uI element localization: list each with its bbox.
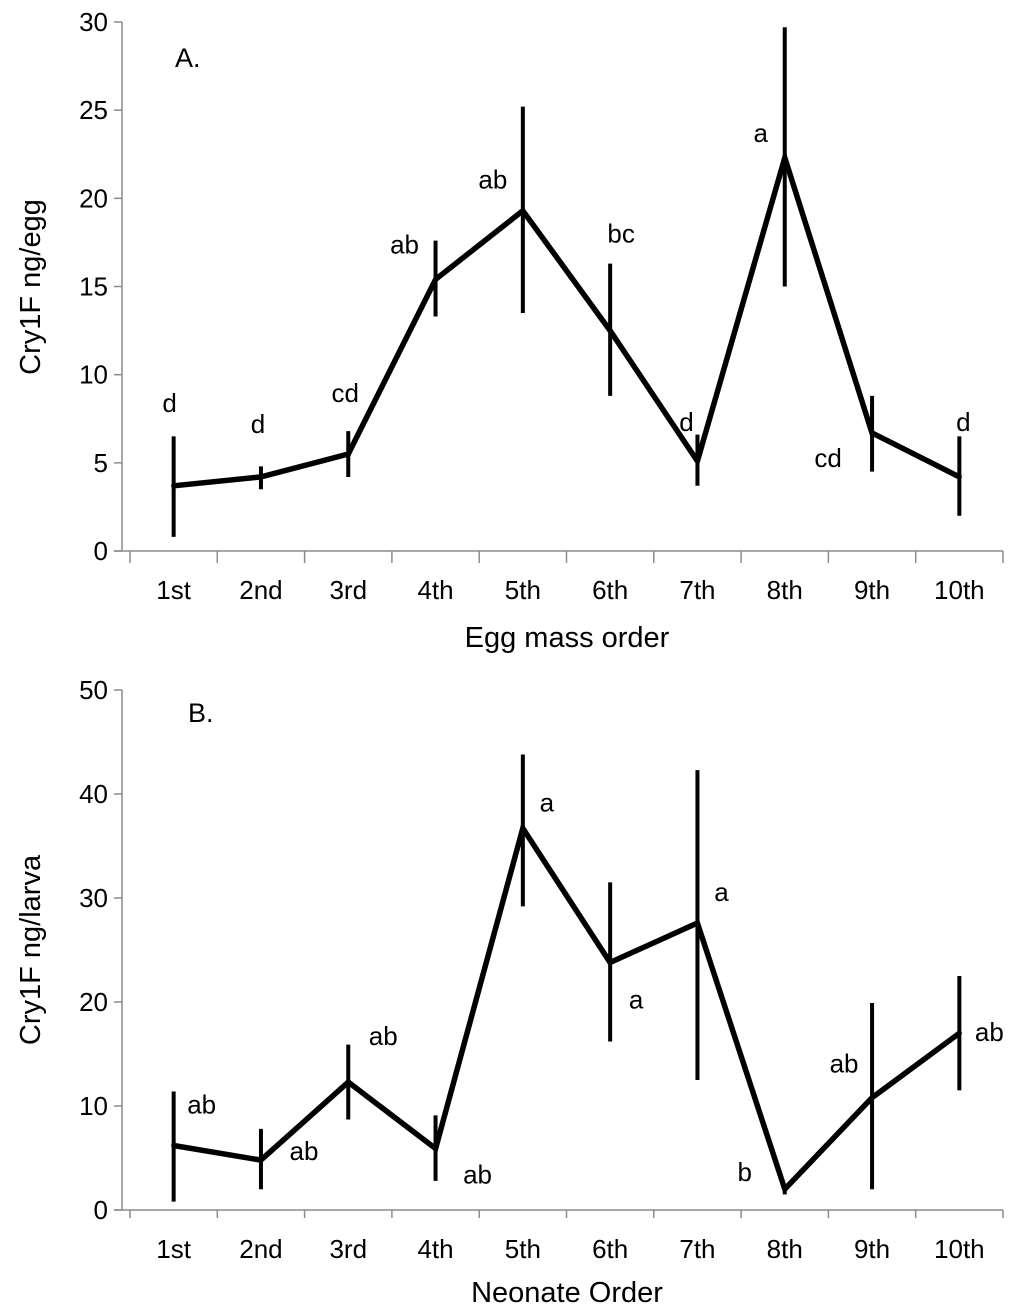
x-tick-label: 1st xyxy=(156,1234,191,1264)
panel-b-x-axis-label: Neonate Order xyxy=(471,1277,663,1308)
significance-letter: d xyxy=(251,409,265,439)
data-point xyxy=(171,483,177,489)
significance-letter: ab xyxy=(478,165,507,195)
data-point xyxy=(956,474,962,480)
x-tick-label: 8th xyxy=(767,575,803,605)
panel-a-x-axis-label: Egg mass order xyxy=(465,622,670,654)
significance-letter: a xyxy=(629,984,644,1014)
x-tick-label: 10th xyxy=(934,1234,985,1264)
data-point xyxy=(607,959,613,965)
significance-letter: ab xyxy=(369,1021,398,1051)
significance-letter: ab xyxy=(830,1049,859,1079)
data-point xyxy=(694,458,700,464)
data-point xyxy=(171,1143,177,1149)
y-tick-label: 0 xyxy=(94,536,108,566)
data-point xyxy=(956,1030,962,1036)
significance-letter: a xyxy=(540,787,555,817)
significance-letter: d xyxy=(162,388,176,418)
x-tick-label: 8th xyxy=(767,1234,803,1264)
significance-letter: ab xyxy=(390,229,419,259)
y-tick-label: 30 xyxy=(79,7,108,37)
panel-b-y-axis-label: Cry1F ng/larva xyxy=(15,854,47,1045)
panel-b-label: B. xyxy=(188,698,214,728)
y-tick-label: 15 xyxy=(79,272,108,302)
panel-a-label: A. xyxy=(175,43,201,73)
y-tick-label: 20 xyxy=(79,183,108,213)
data-point xyxy=(258,474,264,480)
x-tick-label: 2nd xyxy=(239,1234,282,1264)
chart-panel-b: B. Neonate Order Cry1F ng/larva 0 10 20 30 4… xyxy=(15,675,1004,1308)
data-point xyxy=(694,920,700,926)
data-point xyxy=(520,208,526,214)
significance-letter: d xyxy=(956,407,970,437)
y-tick-label: 40 xyxy=(79,779,108,809)
data-point xyxy=(258,1157,264,1163)
x-tick-label: 6th xyxy=(592,575,628,605)
data-point xyxy=(782,1186,788,1192)
y-tick-label: 50 xyxy=(79,675,108,705)
y-tick-label: 5 xyxy=(94,448,108,478)
x-tick-label: 7th xyxy=(679,1234,715,1264)
x-tick-label: 4th xyxy=(417,1234,453,1264)
data-point xyxy=(607,328,613,334)
x-tick-label: 5th xyxy=(505,1234,541,1264)
x-tick-label: 6th xyxy=(592,1234,628,1264)
series-line xyxy=(173,148,961,489)
x-tick-label: 10th xyxy=(934,575,985,605)
x-tick-label: 2nd xyxy=(239,575,282,605)
y-tick-label: 20 xyxy=(79,987,108,1017)
significance-letter: bc xyxy=(607,219,634,249)
y-tick-label: 30 xyxy=(79,883,108,913)
significance-letter: cd xyxy=(332,378,359,408)
significance-letter: a xyxy=(754,118,769,148)
y-tick-label: 10 xyxy=(79,1091,108,1121)
chart-panel-a: A. Egg mass order Cry1F ng/egg 0 5 10 15 20 2… xyxy=(15,7,1004,654)
significance-letter: ab xyxy=(289,1136,318,1166)
significance-letter: d xyxy=(679,407,693,437)
y-tick-label: 10 xyxy=(79,360,108,390)
y-tick-label: 0 xyxy=(94,1195,108,1225)
significance-letter: b xyxy=(738,1157,752,1187)
data-point xyxy=(520,825,526,831)
data-point xyxy=(345,1079,351,1085)
x-tick-label: 4th xyxy=(417,575,453,605)
significance-letter: a xyxy=(714,877,729,907)
significance-letter: ab xyxy=(187,1090,216,1120)
x-tick-label: 7th xyxy=(679,575,715,605)
panel-a-y-axis-label: Cry1F ng/egg xyxy=(15,199,47,375)
data-point xyxy=(869,1095,875,1101)
significance-letter: ab xyxy=(975,1017,1004,1047)
data-point xyxy=(433,276,439,282)
x-tick-label: 5th xyxy=(505,575,541,605)
data-point xyxy=(433,1146,439,1152)
data-point xyxy=(782,155,788,161)
x-tick-label: 9th xyxy=(854,575,890,605)
x-tick-label: 1st xyxy=(156,575,191,605)
x-tick-label: 3rd xyxy=(329,1234,367,1264)
significance-letter: cd xyxy=(814,443,841,473)
x-tick-label: 3rd xyxy=(329,575,367,605)
y-tick-label: 25 xyxy=(79,95,108,125)
data-point xyxy=(869,430,875,436)
data-point xyxy=(345,451,351,457)
x-tick-label: 9th xyxy=(854,1234,890,1264)
significance-letter: ab xyxy=(463,1160,492,1190)
series-line xyxy=(173,821,962,1195)
